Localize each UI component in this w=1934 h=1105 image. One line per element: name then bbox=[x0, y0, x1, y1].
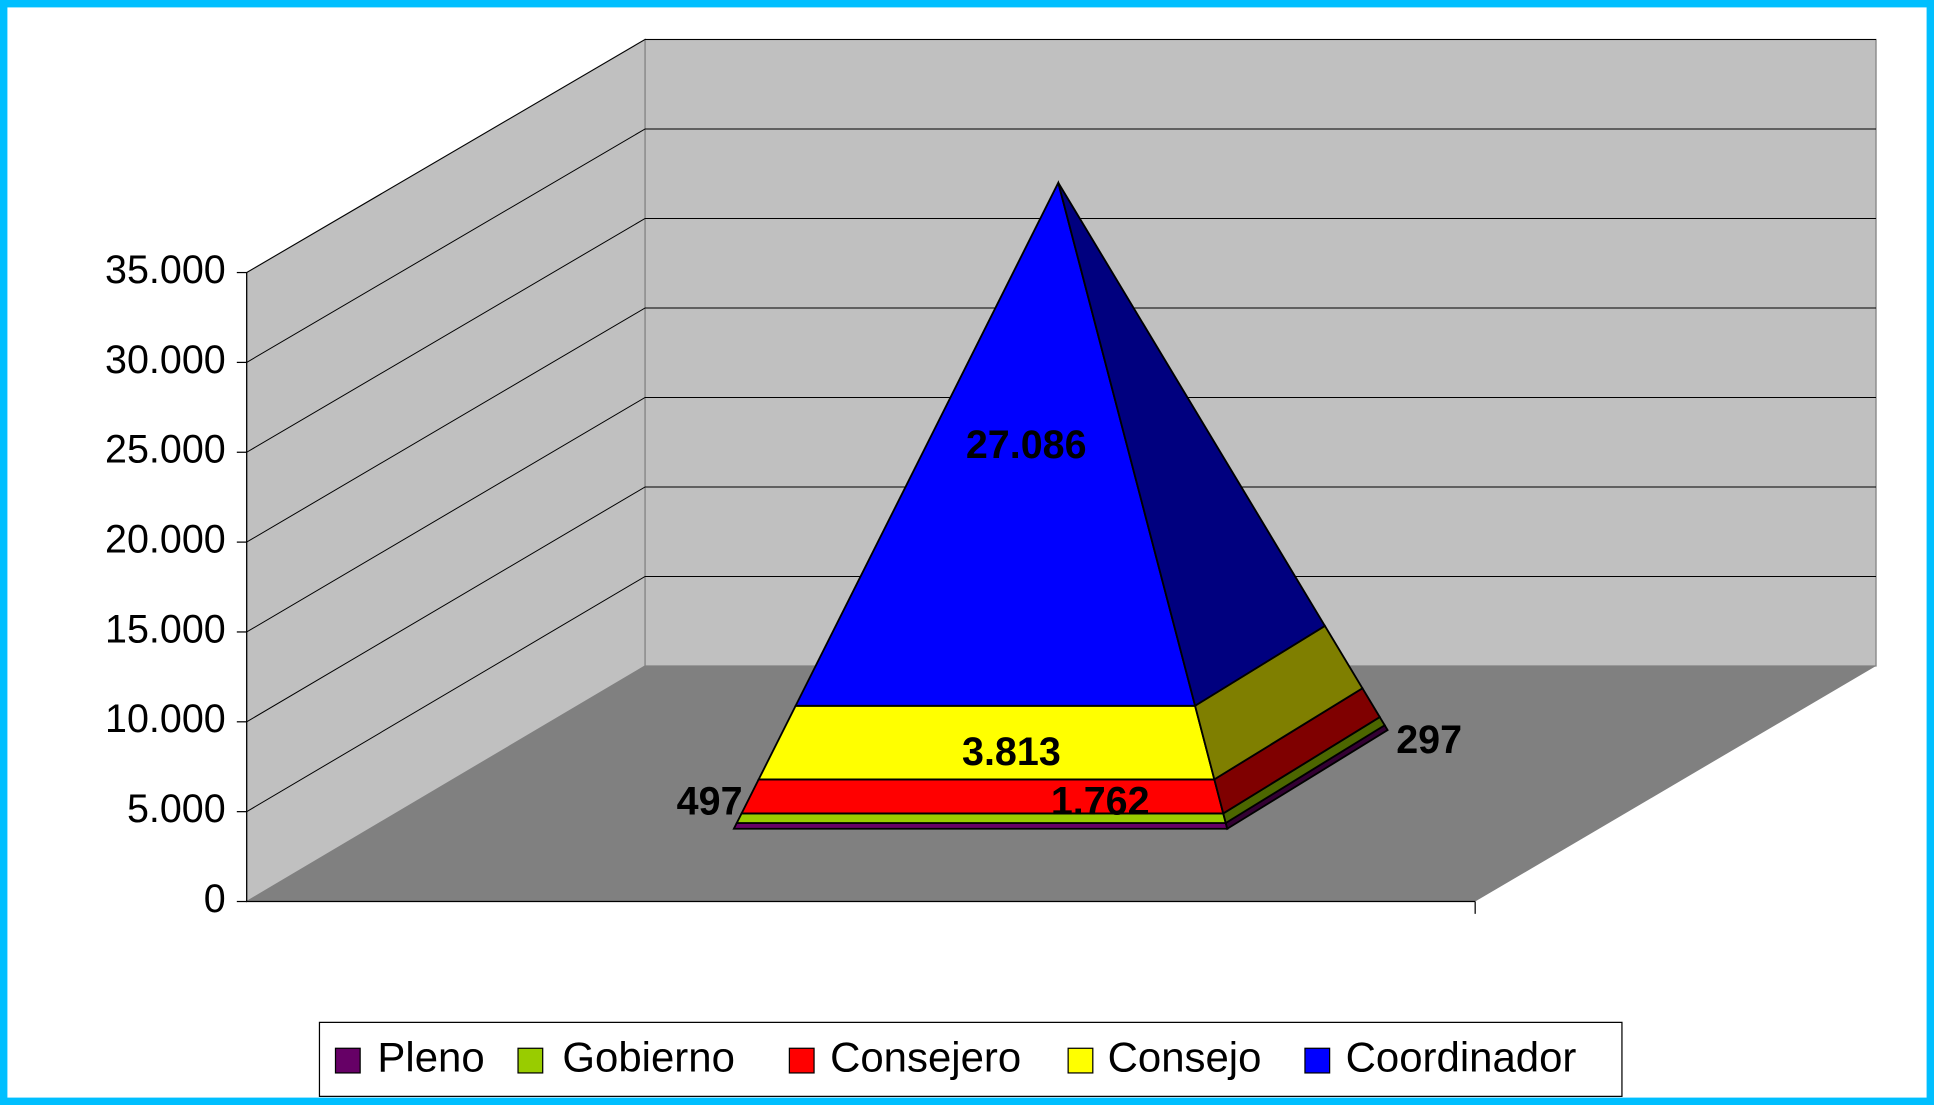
grid-line bbox=[246, 38, 1877, 273]
legend-label: Gobierno bbox=[562, 1034, 734, 1081]
data-label: 1.762 bbox=[1051, 780, 1150, 824]
grid-line bbox=[246, 217, 1877, 453]
y-tick-label: 0 bbox=[204, 877, 226, 921]
data-label: 297 bbox=[1396, 718, 1462, 762]
legend-label: Pleno bbox=[377, 1034, 484, 1081]
legend-swatch bbox=[1304, 1047, 1331, 1074]
data-label: 497 bbox=[677, 780, 743, 824]
legend-swatch bbox=[334, 1047, 361, 1074]
pyramid-front bbox=[735, 812, 1227, 824]
data-label: 27.086 bbox=[966, 423, 1087, 467]
legend-label: Consejo bbox=[1108, 1034, 1262, 1081]
pyramid-side bbox=[1057, 182, 1327, 708]
pyramid-front bbox=[740, 778, 1225, 815]
y-tick-label: 10.000 bbox=[105, 697, 226, 741]
y-tick-label: 15.000 bbox=[105, 607, 226, 651]
legend-label: Consejero bbox=[830, 1034, 1021, 1081]
y-tick-label: 20.000 bbox=[105, 518, 226, 562]
y-tick-label: 30.000 bbox=[105, 338, 226, 382]
grid-line bbox=[246, 486, 1877, 723]
y-tick-label: 35.000 bbox=[105, 248, 226, 292]
grid-line bbox=[246, 396, 1877, 633]
y-tick-label: 25.000 bbox=[105, 428, 226, 472]
grid-line bbox=[246, 307, 1877, 543]
data-label: 3.813 bbox=[962, 730, 1061, 774]
legend-label: Coordinador bbox=[1346, 1034, 1577, 1081]
legend-swatch bbox=[517, 1047, 544, 1074]
y-tick-label: 5.000 bbox=[127, 787, 226, 831]
legend-swatch bbox=[788, 1047, 815, 1074]
grid-line bbox=[246, 128, 1877, 363]
legend-swatch bbox=[1067, 1047, 1094, 1074]
grid-line bbox=[246, 575, 1877, 813]
